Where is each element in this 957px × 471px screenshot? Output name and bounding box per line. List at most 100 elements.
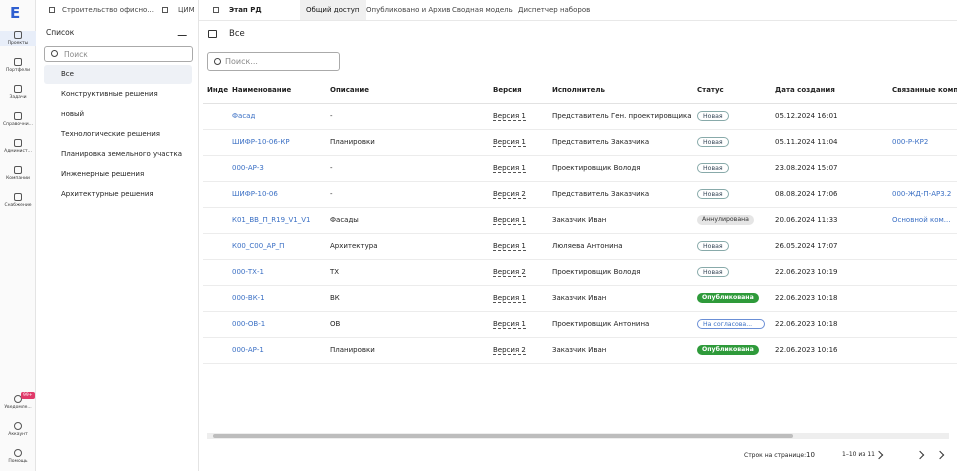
topbar-border [199,20,957,21]
cell-executor: Проектировщик Володя [552,268,641,276]
list-item[interactable]: Технологические решения [61,130,160,138]
table-search[interactable]: Поиск... [207,52,340,71]
nav-icon [14,166,22,174]
nav-rail: E Проекты Портфели Задачи Справочни... Админи… [0,0,36,471]
list-item[interactable]: новый [61,110,85,118]
nav-item[interactable]: Снабжение [0,193,36,208]
cell-version[interactable]: Версия 1 [493,164,526,173]
status-badge: Новая [697,241,729,251]
cell-version[interactable]: Версия 1 [493,294,526,303]
cell-version[interactable]: Версия 1 [493,138,526,147]
nav-icon [14,422,22,430]
cell-name[interactable]: 000-ТХ-1 [232,268,264,276]
column-header[interactable]: Версия [493,86,522,94]
nav-item[interactable]: Аккаунт [0,422,36,437]
cell-linked[interactable]: 000-ЖД-П-АР3.2 [892,190,952,198]
row-divider [203,259,957,260]
cell-name[interactable]: 000-АР-3 [232,164,264,172]
cell-name[interactable]: 000-ОВ-1 [232,320,266,328]
list-item[interactable]: Планировка земельного участка [61,150,183,158]
cell-name[interactable]: ШИФР-10-06-КР [232,138,290,146]
row-divider [203,233,957,234]
row-divider [203,337,957,338]
cell-created: 22.06.2023 10:19 [775,268,838,276]
column-header[interactable]: Дата создания [775,86,835,94]
cell-executor: Проектировщик Володя [552,164,641,172]
tab[interactable]: Опубликовано и Архив [366,6,451,14]
nav-label: Проекты [7,41,29,46]
cell-executor: Заказчик Иван [552,294,607,302]
cell-name[interactable]: 000-АР-1 [232,346,264,354]
cell-name[interactable]: 000-ВК-1 [232,294,265,302]
pager-button[interactable] [915,450,925,460]
cell-executor: Люляева Антонина [552,242,623,250]
cell-name[interactable]: К01_ВВ_П_R19_V1_V1 [232,216,311,224]
tab[interactable]: Диспетчер наборов [518,6,591,14]
column-header[interactable]: Описание [330,86,370,94]
nav-item[interactable]: Компании [0,166,36,181]
cell-description: ОВ [330,320,341,328]
cell-linked[interactable]: 000-Р-КР2 [892,138,929,146]
nav-item[interactable]: Помощь [0,449,36,464]
search-placeholder: Поиск [64,50,88,59]
cell-description: Фасады [330,216,359,224]
tab[interactable]: Сводная модель [452,6,513,14]
cell-description: - [330,112,333,120]
panel-search[interactable]: Поиск [44,46,193,62]
cell-version[interactable]: Версия 2 [493,346,526,355]
cell-linked[interactable]: Основной ком... [892,216,951,224]
cell-created: 22.06.2023 10:16 [775,346,838,354]
list-item[interactable]: Конструктивные решения [61,90,158,98]
rows-per-page[interactable]: 10 [806,451,815,459]
nav-label: Помощь [8,459,28,464]
cell-version[interactable]: Версия 1 [493,112,526,121]
row-divider [203,285,957,286]
list-item[interactable]: Инженерные решения [61,170,145,178]
nav-label: Админист... [4,149,32,154]
nav-item[interactable]: Справочни... [0,112,36,127]
breadcrumb[interactable]: Этап РД [229,6,262,14]
nav-icon [14,112,22,120]
cell-created: 05.11.2024 11:04 [775,138,838,146]
pager-button[interactable] [874,450,884,460]
nav-item[interactable]: Уведомле... [0,395,36,410]
cell-name[interactable]: Фасад [232,112,256,120]
page-range: 1–10 из 11 [842,451,875,458]
cell-created: 05.12.2024 16:01 [775,112,838,120]
breadcrumb[interactable]: ЦИМ [178,6,195,14]
edit-button[interactable] [177,27,192,36]
cell-version[interactable]: Версия 2 [493,190,526,199]
list-item[interactable]: Все [44,65,192,84]
column-header: Инде [207,86,229,94]
cell-executor: Представитель Заказчика [552,138,650,146]
nav-item[interactable]: Проекты [0,31,36,46]
nav-label: Уведомле... [4,405,32,410]
column-header[interactable]: Наименование [232,86,292,94]
nav-item[interactable]: Портфели [0,58,36,73]
tab[interactable]: Общий доступ [300,0,366,20]
cell-version[interactable]: Версия 1 [493,320,526,329]
breadcrumb[interactable]: Строительство офисно... [62,6,154,14]
column-header[interactable]: Исполнитель [552,86,605,94]
cell-executor: Заказчик Иван [552,346,607,354]
nav-item[interactable]: Задачи [0,85,36,100]
cell-version[interactable]: Версия 1 [493,242,526,251]
main: Строительство офисно... ЦИМ Этап РД Общий д… [49,0,957,471]
nav-icon [14,31,22,39]
cell-version[interactable]: Версия 2 [493,268,526,277]
nav-label: Справочни... [3,122,33,127]
pager-button[interactable] [935,450,945,460]
cell-name[interactable]: ШИФР-10-06 [232,190,278,198]
list-item[interactable]: Архитектурные решения [61,190,154,198]
cell-version[interactable]: Версия 1 [493,216,526,225]
nav-label: Портфели [5,68,31,73]
column-header[interactable]: Связанные компо [892,86,957,94]
status-badge: Новая [697,267,729,277]
nav-item[interactable]: Админист... [0,139,36,154]
nav-icon [14,449,22,457]
nav-icon [14,395,22,403]
sidebar-toggle[interactable] [208,30,217,38]
cell-name[interactable]: К00_С00_АР_П [232,242,285,250]
column-header[interactable]: Статус [697,86,724,94]
row-divider [203,181,957,182]
